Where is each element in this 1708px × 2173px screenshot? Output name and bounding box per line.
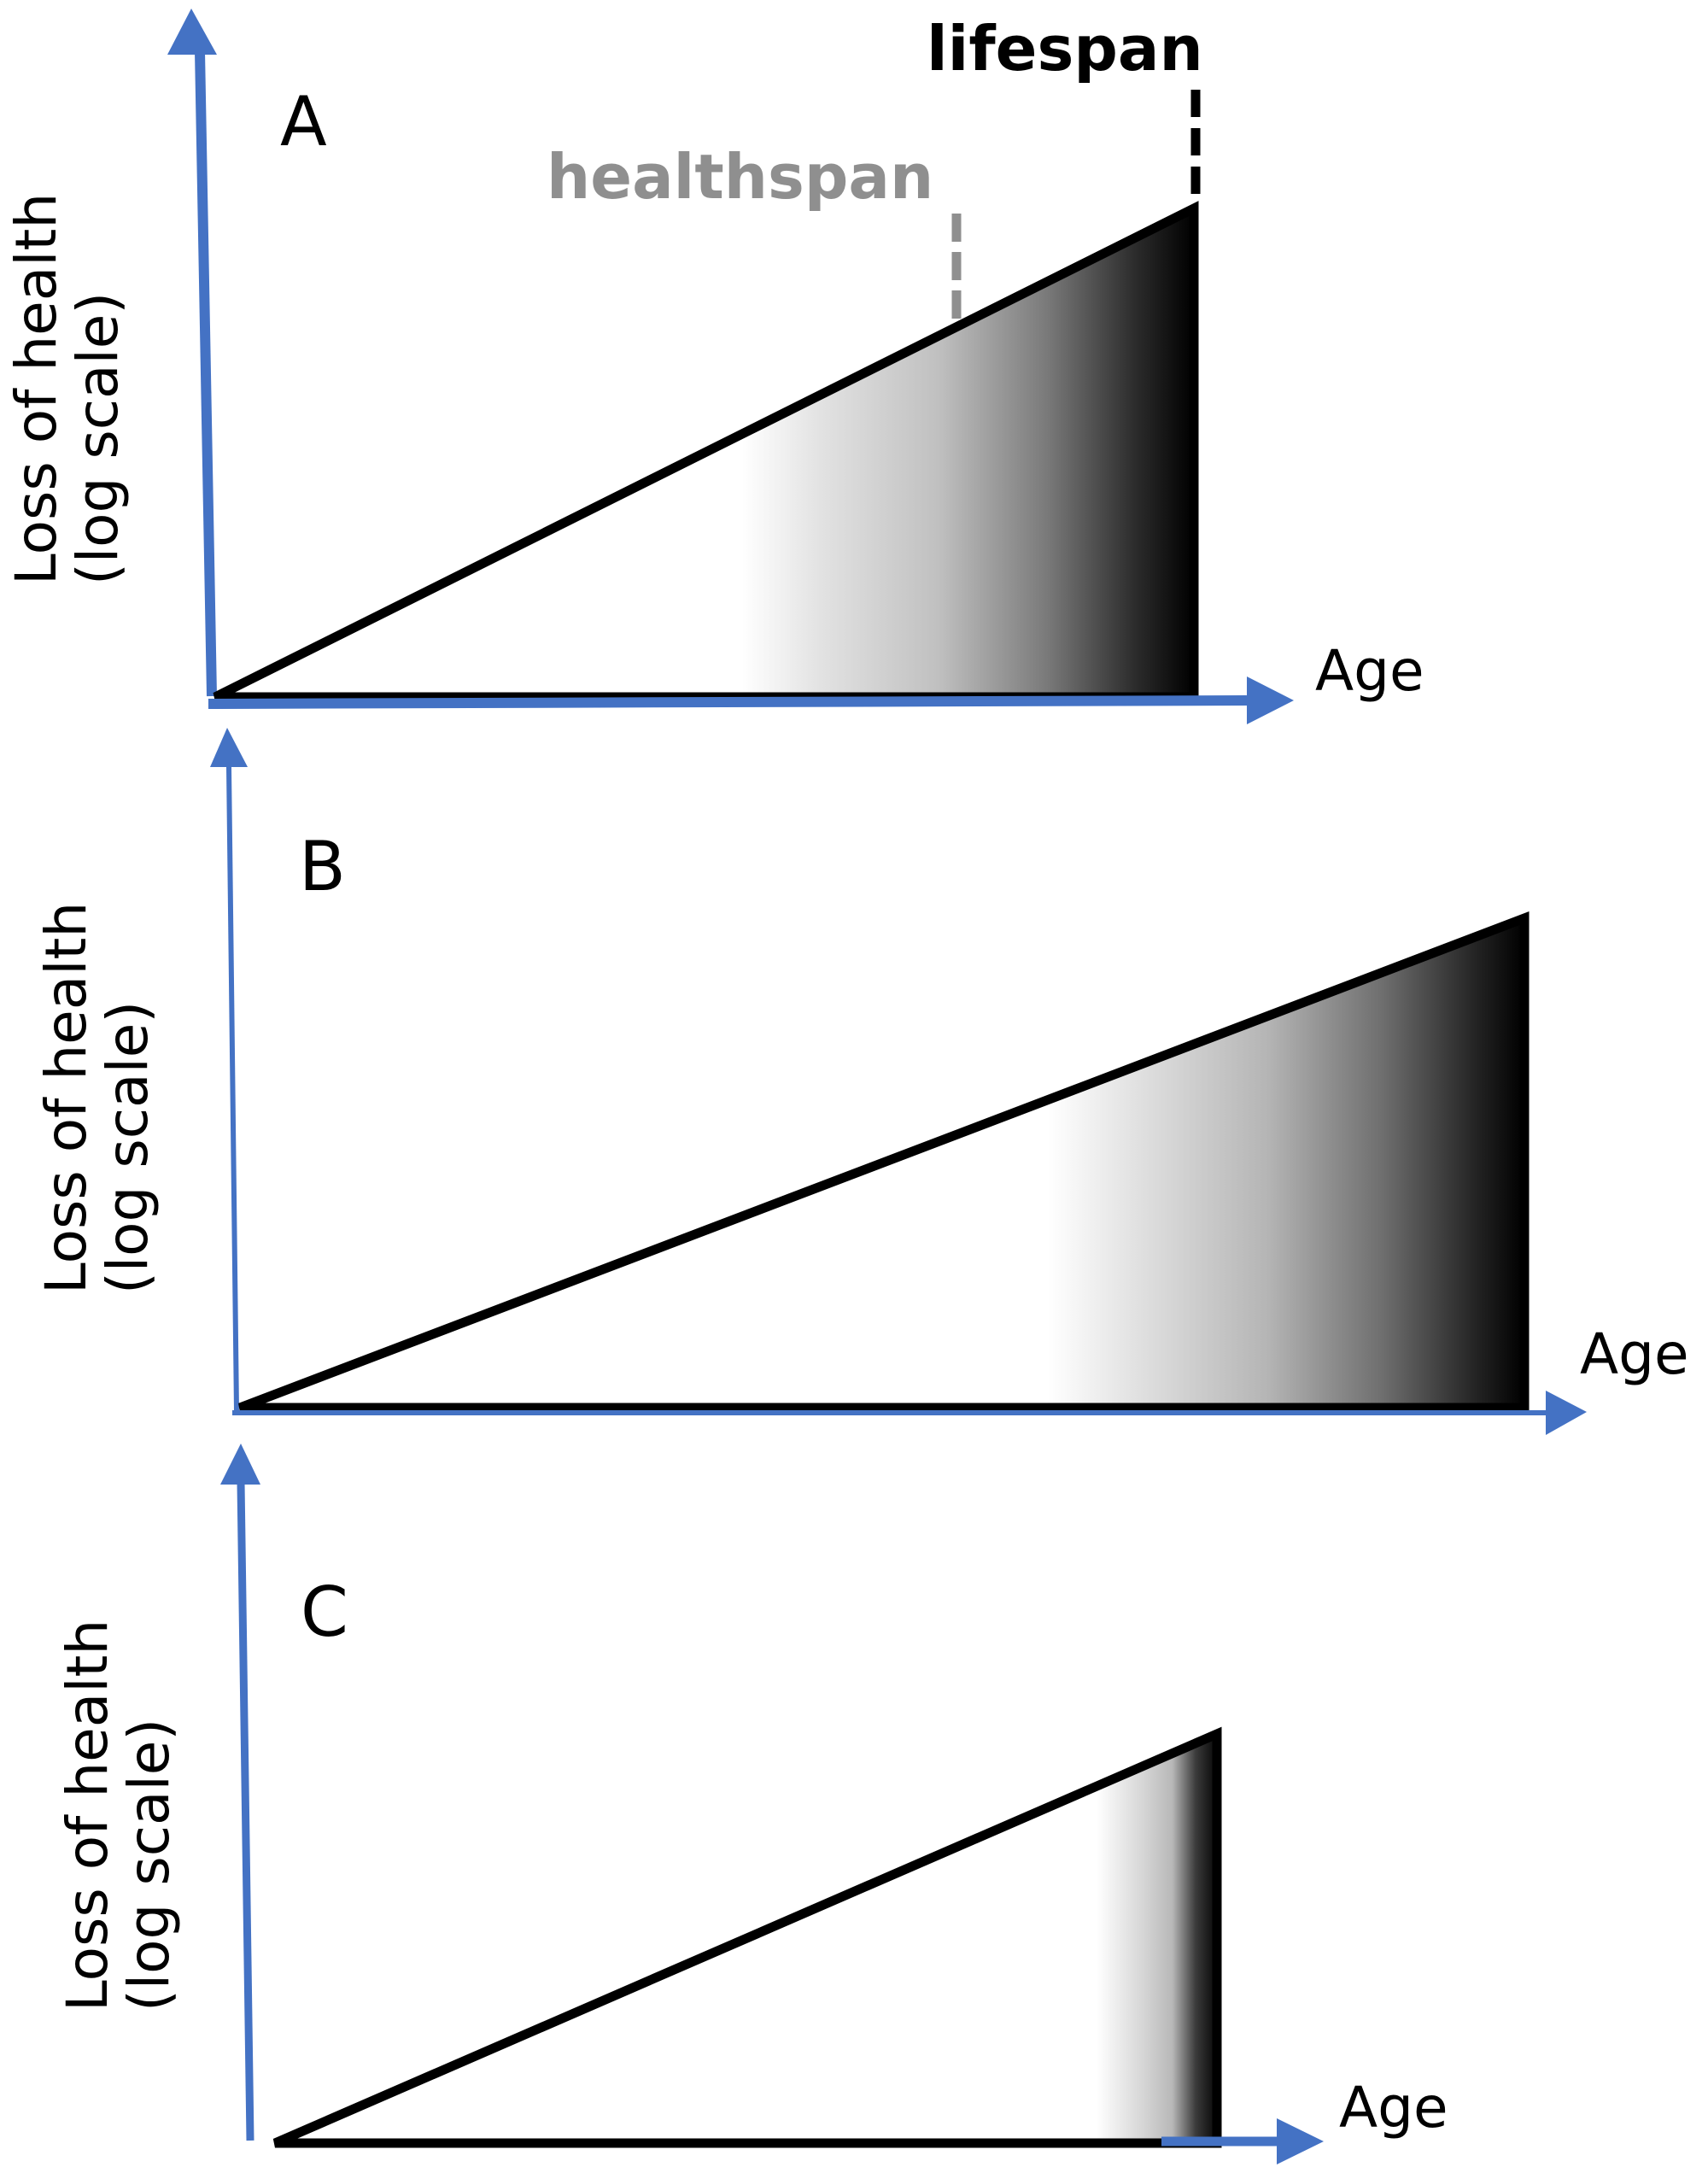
y-axis-c [220,1444,260,2141]
y-axis-line [195,50,217,697]
y-axis-a [167,9,217,697]
y-axis-label-line2: (log scale) [95,1001,161,1294]
arrow-up-icon [210,728,248,767]
lifespan-label: lifespan [927,13,1203,85]
x-axis-line [208,695,1248,709]
y-axis-label-c: Loss of health (log scale) [55,1620,182,2012]
panel-letter-a: A [280,82,327,161]
health-loss-triangle-b [238,911,1530,1413]
y-axis-label-line1: Loss of health [3,193,69,585]
y-axis-label-line1: Loss of health [55,1620,120,2012]
panel-letter-c: C [301,1573,348,1652]
panel-b: B Age Loss of health (log scale) [33,728,1689,1435]
y-axis-b [210,728,248,1412]
x-axis-a [208,676,1294,724]
y-axis-line [226,766,239,1412]
arrow-up-icon [220,1444,260,1485]
arrow-right-icon [1277,2118,1324,2164]
health-loss-triangle-c [272,1726,1222,2148]
health-loss-triangle-a [213,201,1199,702]
y-axis-label-a: Loss of health (log scale) [3,193,131,585]
arrow-up-icon [167,9,217,55]
x-axis-label-a: Age [1315,638,1424,704]
arrow-right-icon [1247,676,1294,724]
y-axis-line [237,1481,254,2141]
y-axis-label-line1: Loss of health [33,902,99,1294]
healthspan-label: healthspan [547,141,933,213]
panel-letter-b: B [299,827,346,906]
y-axis-label-line2: (log scale) [65,292,131,585]
y-axis-label-b: Loss of health (log scale) [33,902,161,1294]
y-axis-label-line2: (log scale) [116,1719,182,2012]
panel-a: A healthspan lifespan Age Loss of health… [3,9,1424,724]
x-axis-label-b: Age [1580,1321,1689,1387]
x-axis-b [232,1391,1587,1435]
panel-c: C Age Loss of health (log scale) [55,1444,1448,2164]
x-axis-label-c: Age [1339,2075,1448,2141]
x-axis-c [1161,2118,1324,2164]
arrow-right-icon [1546,1391,1587,1435]
